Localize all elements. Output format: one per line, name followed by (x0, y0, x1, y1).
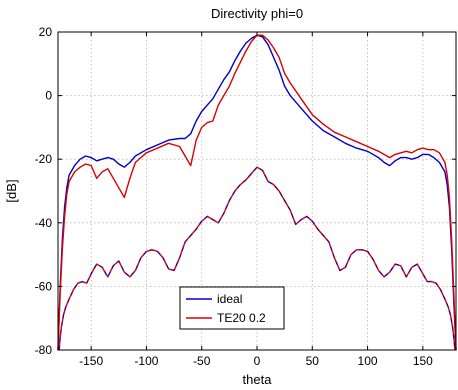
y-tick-label: -40 (35, 216, 53, 230)
x-tick-label: 50 (306, 354, 320, 368)
x-tick-label: -150 (79, 354, 103, 368)
legend-label-te20: TE20 0.2 (217, 311, 266, 325)
x-tick-label: 0 (254, 354, 261, 368)
series-te20-dashed-line (58, 166, 456, 351)
y-axis-label: [dB] (4, 179, 19, 202)
legend: ideal TE20 0.2 (179, 286, 285, 330)
legend-label-ideal: ideal (217, 292, 242, 306)
x-tick-label: 100 (358, 354, 378, 368)
x-tick-label: -100 (134, 354, 158, 368)
y-tick-label: -60 (35, 279, 53, 293)
x-axis-label: theta (243, 372, 273, 387)
y-tick-label: 20 (39, 25, 53, 39)
series-ideal-line (57, 34, 457, 351)
series-layer (57, 34, 457, 351)
x-tick-label: 150 (413, 354, 433, 368)
chart-title: Directivity phi=0 (211, 6, 303, 21)
y-tick-label: -20 (35, 152, 53, 166)
axis-ticks: -150 -100 -50 0 50 100 150 -80 -60 -40 -20 0 20 (35, 25, 456, 368)
series-te20-line (57, 34, 457, 351)
y-tick-label: 0 (45, 89, 52, 103)
y-tick-label: -80 (35, 343, 53, 357)
x-tick-label: -50 (193, 354, 211, 368)
legend-box (179, 286, 285, 330)
